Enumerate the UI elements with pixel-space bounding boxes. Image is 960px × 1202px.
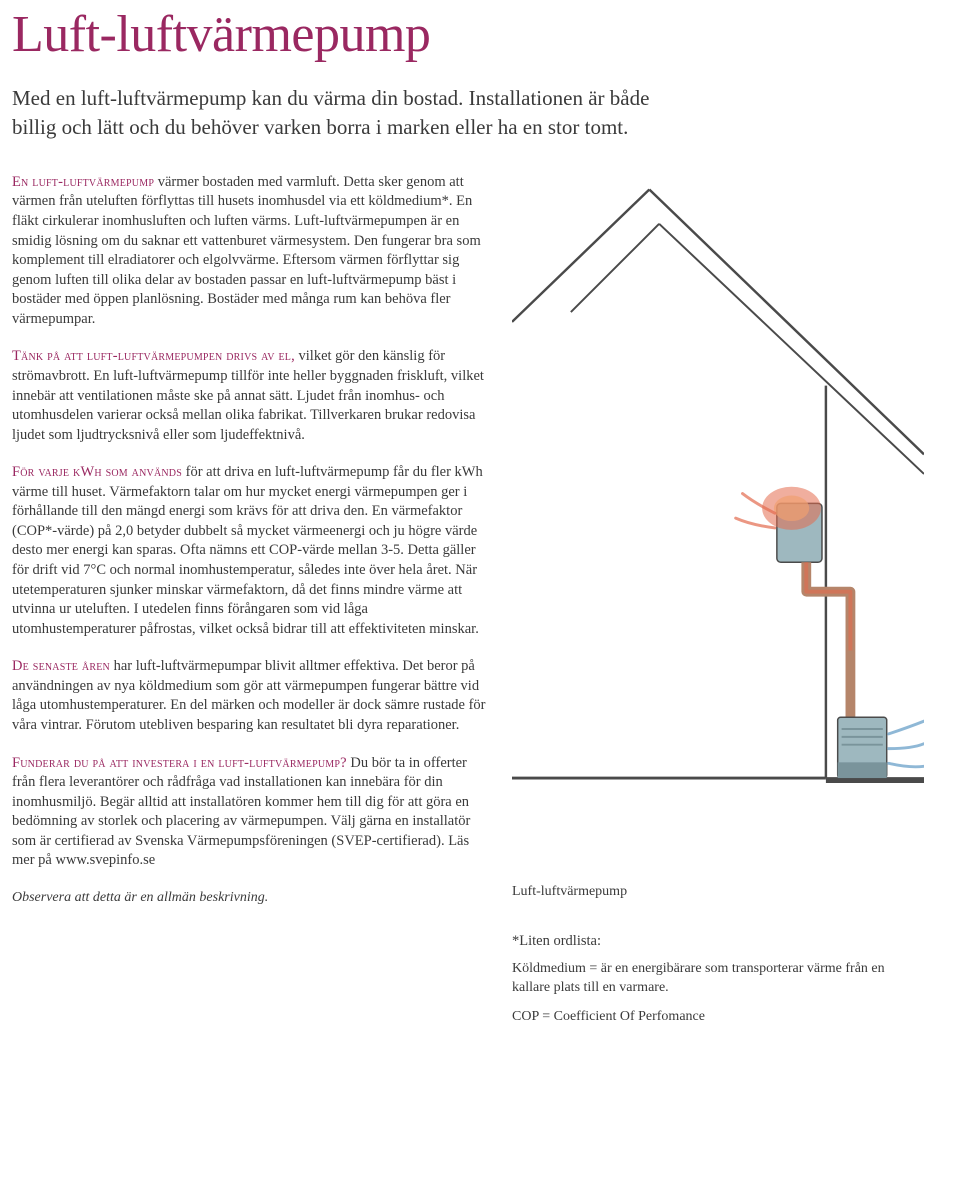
paragraph-2-lead: Tänk på att luft-luftvärmepumpen drivs a…: [12, 348, 295, 364]
air-flow-2: [889, 744, 924, 749]
paragraph-3-lead: För varje kWh som används: [12, 464, 182, 480]
intro-paragraph: Med en luft-luftvärmepump kan du värma d…: [12, 84, 652, 141]
dictionary-heading: *Liten ordlista:: [512, 932, 924, 952]
paragraph-3: För varje kWh som används för att driva …: [12, 463, 492, 639]
air-flow-1: [889, 721, 924, 734]
paragraph-5-lead: Funderar du på att investera i en luft-l…: [12, 755, 347, 771]
heat-glow-indoor-2: [774, 495, 809, 521]
footnote: Observera att detta är en allmän beskriv…: [12, 889, 492, 908]
paragraph-1-lead: En luft-luftvärmepump: [12, 174, 154, 190]
refrigerant-pipe-hot: [806, 562, 850, 650]
paragraph-5-body: Du bör ta in offerter från flera leveran…: [12, 755, 470, 869]
paragraph-4: De senaste åren har luft-luftvärmepumpar…: [12, 657, 492, 735]
refrigerant-pipe: [806, 562, 850, 724]
house-diagram: [512, 173, 924, 873]
paragraph-2: Tänk på att luft-luftvärmepumpen drivs a…: [12, 347, 492, 445]
air-flow-3: [889, 763, 924, 767]
diagram-column: Luft-luftvärmepump *Liten ordlista: Köld…: [512, 173, 924, 1037]
paragraph-1: En luft-luftvärmepump värmer bostaden me…: [12, 173, 492, 330]
dictionary-entry-2: COP = Coefficient Of Perfomance: [512, 1008, 924, 1027]
dictionary-entry-1: Köldmedium = är en energibärare som tran…: [512, 960, 924, 998]
paragraph-4-lead: De senaste åren: [12, 658, 110, 674]
roof-inner: [571, 224, 924, 474]
content-row: En luft-luftvärmepump värmer bostaden me…: [12, 173, 924, 1037]
paragraph-3-body: för att driva en luft-luftvärmepump får …: [12, 464, 483, 637]
page: Luft-luftvärmepump Med en luft-luftvärme…: [0, 0, 960, 1077]
page-title: Luft-luftvärmepump: [12, 0, 924, 70]
outdoor-unit-shadow: [838, 762, 887, 778]
text-column: En luft-luftvärmepump värmer bostaden me…: [12, 173, 492, 1037]
paragraph-1-body: värmer bostaden med varmluft. Detta sker…: [12, 174, 481, 327]
diagram-caption: Luft-luftvärmepump: [512, 883, 924, 902]
paragraph-5: Funderar du på att investera i en luft-l…: [12, 754, 492, 871]
